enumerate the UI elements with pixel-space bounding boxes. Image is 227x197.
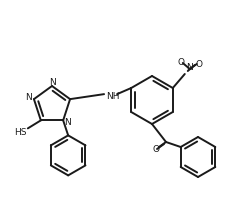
Text: N: N xyxy=(25,93,32,102)
Text: N: N xyxy=(186,63,192,72)
Text: O: O xyxy=(177,58,183,67)
Text: N: N xyxy=(49,77,56,86)
Text: N: N xyxy=(64,118,70,127)
Text: NH: NH xyxy=(106,92,119,101)
Text: O: O xyxy=(195,59,201,69)
Text: HS: HS xyxy=(15,128,27,137)
Text: O: O xyxy=(152,146,159,154)
